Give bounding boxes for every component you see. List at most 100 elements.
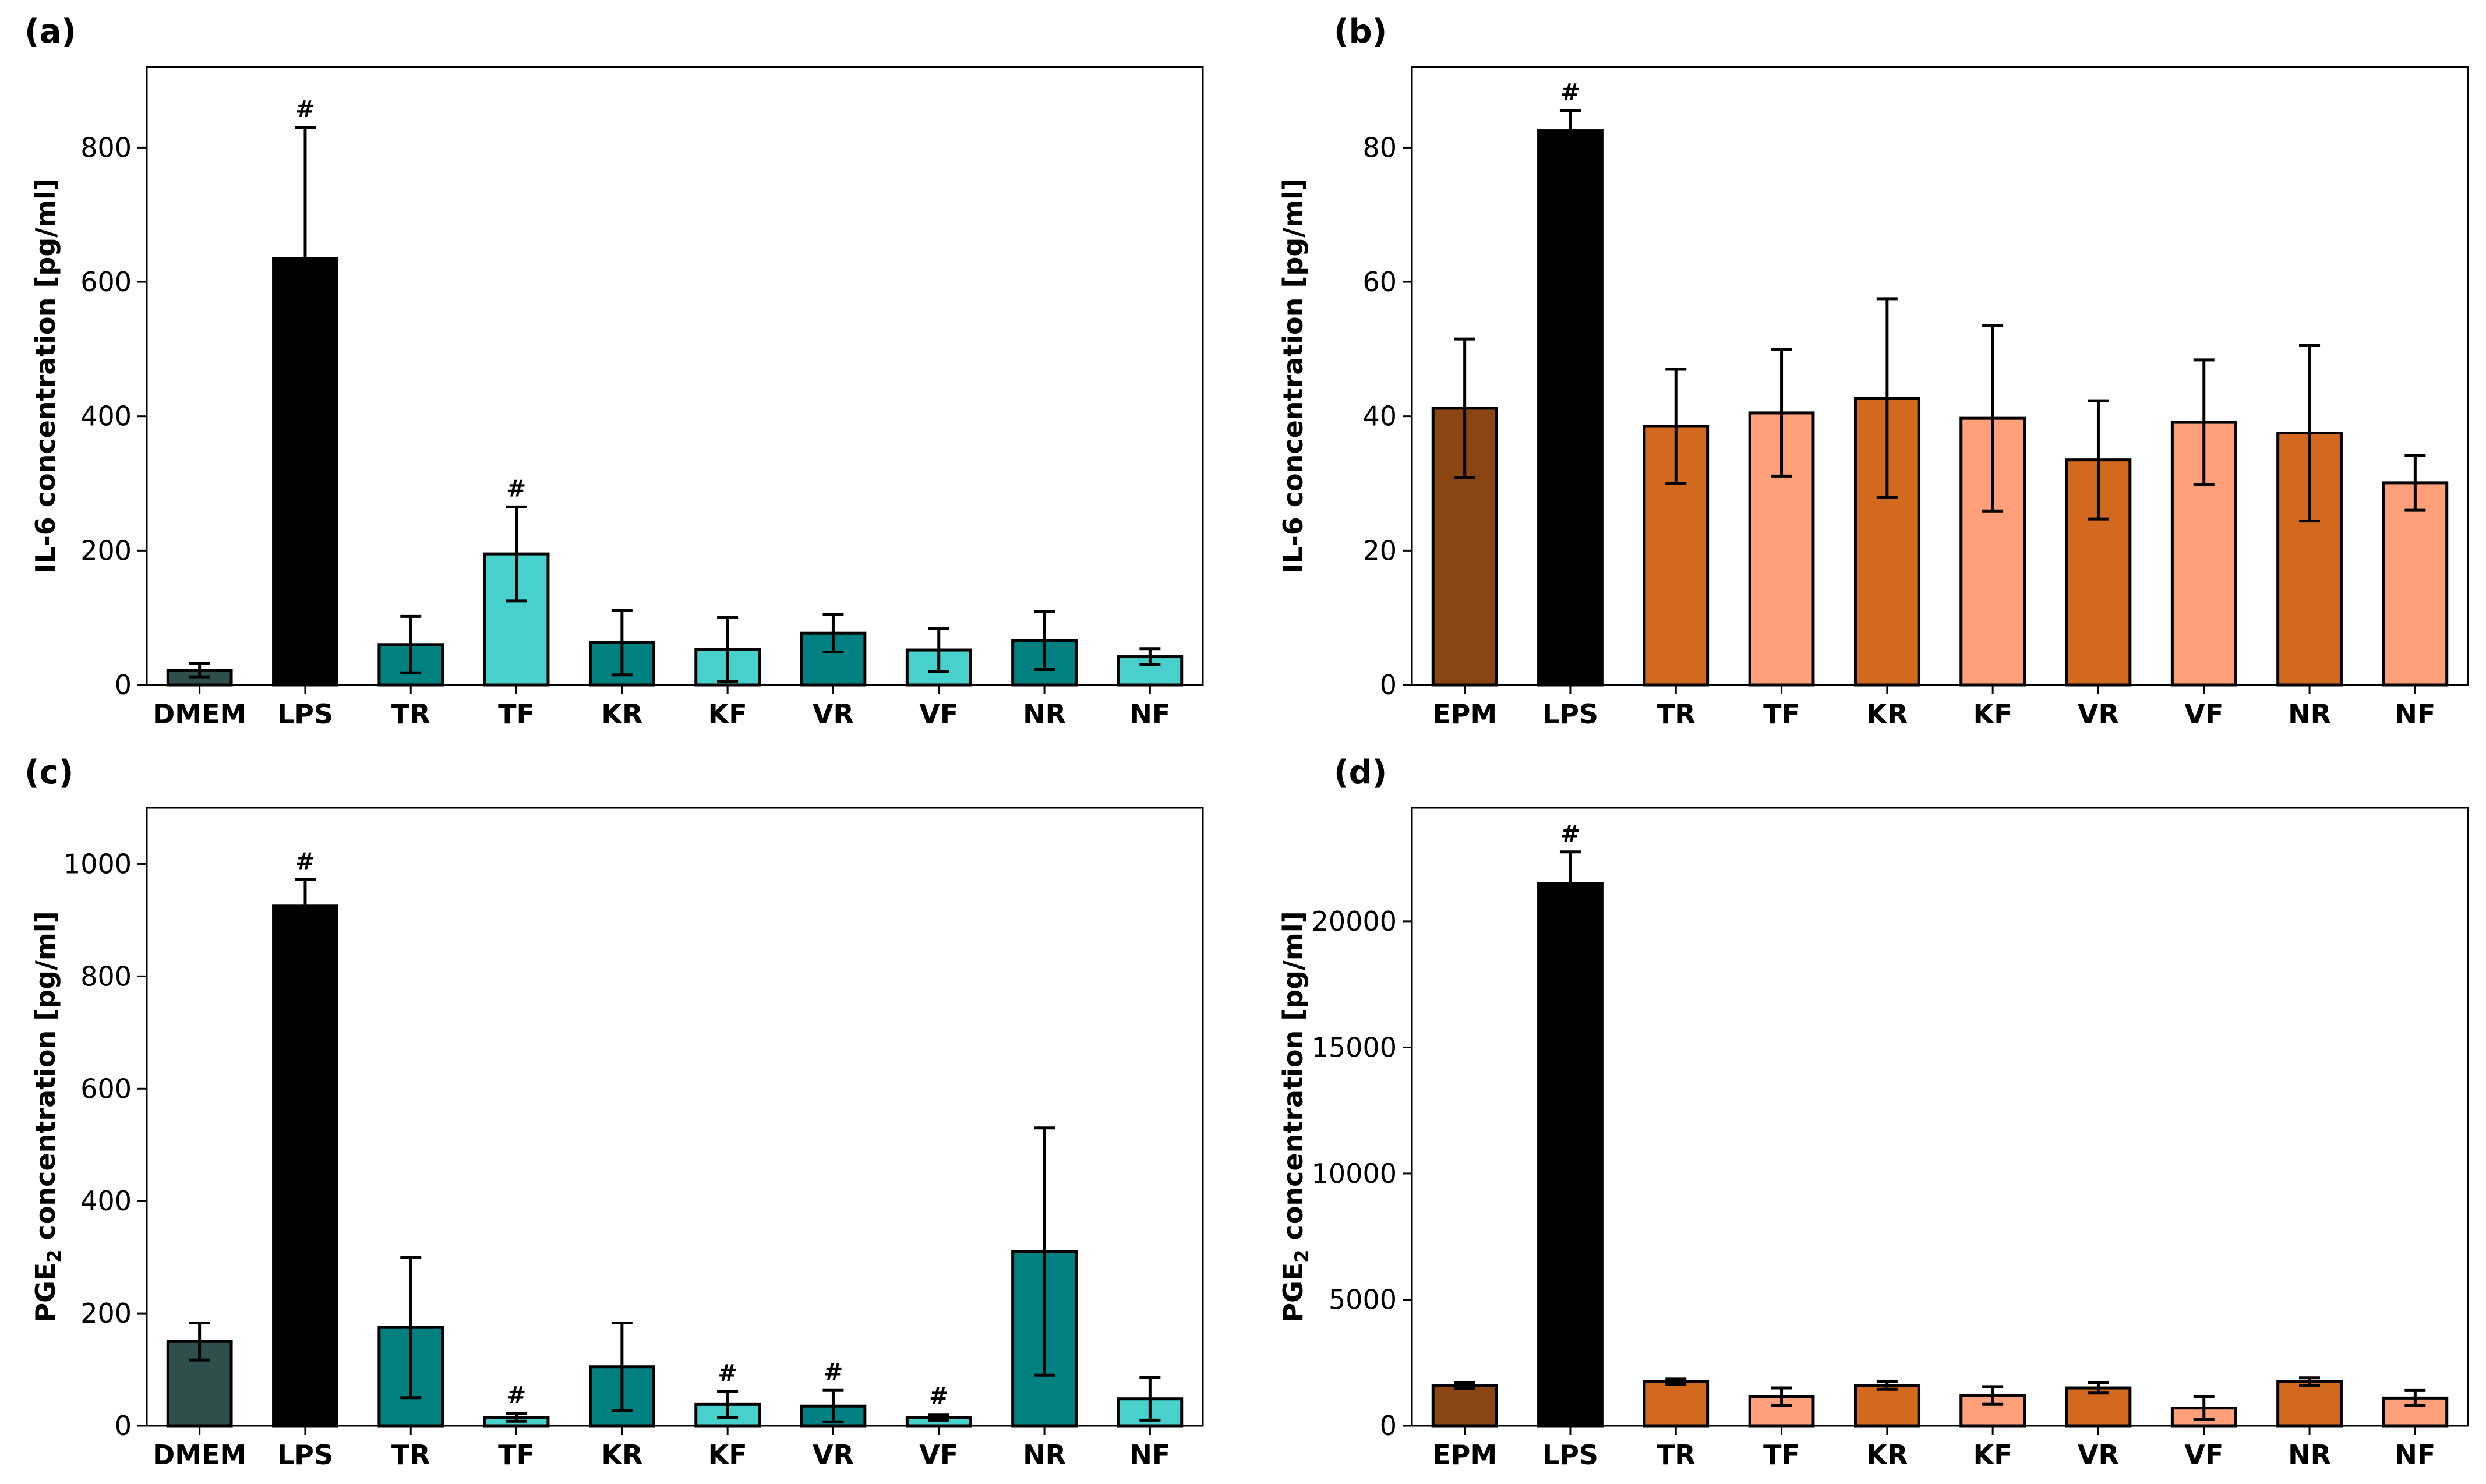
panel-label: (a) <box>24 13 76 51</box>
bar-nf <box>2382 481 2449 687</box>
x-tick-label: TR <box>1657 698 1696 730</box>
y-axis-title: IL-6 concentration [pg/ml] <box>1277 178 1309 574</box>
x-tick-label: LPS <box>277 1439 333 1471</box>
x-tick-label: LPS <box>277 698 333 730</box>
x-tick-label: TF <box>1763 1439 1800 1471</box>
significance-mark: # <box>295 96 315 123</box>
y-tick-label: 400 <box>80 401 132 432</box>
x-tick-label: VF <box>2184 698 2223 730</box>
y-axis-title-subscript: 2 <box>1291 1249 1313 1262</box>
x-tick-label: VF <box>919 698 958 730</box>
x-tick-label: KF <box>1973 1439 2012 1471</box>
y-tick-label: 10000 <box>1312 1158 1397 1189</box>
y-tick-label: 600 <box>80 1073 132 1104</box>
x-tick-label: LPS <box>1542 1439 1598 1471</box>
significance-mark: # <box>1560 821 1580 847</box>
y-axis-title: IL-6 concentration [pg/ml] <box>30 178 61 574</box>
bar-lps <box>1537 882 1604 1428</box>
y-axis-title: PGE2 concentration [pg/ml] <box>30 911 65 1322</box>
x-tick-label: NF <box>2395 1439 2435 1471</box>
y-axis-title-main: PGE <box>1277 1263 1309 1323</box>
y-axis-title-rest: concentration [pg/ml] <box>1277 911 1309 1249</box>
x-tick-label: VR <box>2078 698 2119 730</box>
y-tick-label: 200 <box>80 535 132 566</box>
y-tick-label: 600 <box>80 266 132 298</box>
x-tick-label: DMEM <box>153 1439 246 1471</box>
bar-lps <box>272 904 338 1428</box>
x-tick-label: LPS <box>1542 698 1598 730</box>
bar-kr <box>1853 1384 1920 1428</box>
bar-nr <box>2276 1380 2343 1428</box>
y-tick-label: 0 <box>1380 669 1397 701</box>
panel-b: (b) 0 20 40 60 80 IL-6 concentration [pg/ml] EP… <box>1277 13 2469 730</box>
panel-c: (c) 0 200 400 600 800 1000 PGE2 concentration [… <box>24 754 1204 1471</box>
bar-lps <box>1537 129 1604 687</box>
x-tick-label: TR <box>391 1439 430 1471</box>
significance-mark: # <box>507 475 527 502</box>
x-tick-label: EPM <box>1432 1439 1497 1471</box>
x-tick-label: NR <box>2288 698 2331 730</box>
y-axis-title-rest: concentration [pg/ml] <box>30 911 61 1249</box>
y-tick-label: 15000 <box>1312 1031 1397 1063</box>
x-tick-label: NF <box>1129 1439 1170 1471</box>
y-axis-title-subscript: 2 <box>43 1249 65 1262</box>
x-tick-label: KR <box>1866 698 1908 730</box>
significance-mark: # <box>929 1383 949 1410</box>
y-tick-label: 0 <box>1380 1410 1397 1441</box>
plot-frame <box>146 66 1204 686</box>
x-tick-label: DMEM <box>153 698 246 730</box>
bar-epm <box>1431 1384 1498 1428</box>
y-tick-label: 200 <box>80 1298 132 1329</box>
panel-label: (b) <box>1334 13 1387 51</box>
x-tick-label: TF <box>1763 698 1800 730</box>
bar-tr <box>1643 1380 1710 1428</box>
y-tick-label: 80 <box>1362 132 1397 163</box>
plot-frame <box>1411 66 2469 686</box>
x-tick-label: VR <box>813 698 854 730</box>
y-tick-label: 1000 <box>63 848 132 879</box>
x-tick-label: TR <box>391 698 430 730</box>
y-tick-label: 40 <box>1362 401 1397 432</box>
y-tick-label: 0 <box>115 1410 132 1441</box>
x-tick-label: NF <box>2395 698 2435 730</box>
x-tick-label: KR <box>601 698 642 730</box>
x-tick-label: KF <box>708 1439 747 1471</box>
x-tick-label: TF <box>498 1439 535 1471</box>
significance-mark: # <box>824 1359 843 1386</box>
plot-frame <box>146 807 1204 1427</box>
x-tick-label: VF <box>919 1439 958 1471</box>
significance-mark: # <box>718 1360 737 1387</box>
y-tick-label: 800 <box>80 132 132 163</box>
y-axis-title: PGE2 concentration [pg/ml] <box>1277 911 1313 1322</box>
panel-label: (d) <box>1334 754 1387 792</box>
x-tick-label: KF <box>708 698 747 730</box>
y-axis-title-main: PGE <box>30 1263 61 1323</box>
y-tick-label: 800 <box>80 960 132 992</box>
x-tick-label: TR <box>1657 1439 1696 1471</box>
y-tick-label: 20000 <box>1312 906 1397 937</box>
x-tick-label: NR <box>1023 698 1066 730</box>
x-tick-label: NF <box>1129 698 1170 730</box>
y-tick-label: 0 <box>115 669 132 701</box>
panel-a: (a) 0 200 400 600 800 IL-6 concentration [pg/m… <box>24 13 1204 730</box>
panel-label: (c) <box>24 754 73 792</box>
x-tick-label: KF <box>1973 698 2012 730</box>
significance-mark: # <box>507 1382 527 1409</box>
x-tick-label: KR <box>601 1439 642 1471</box>
x-tick-label: VR <box>2078 1439 2119 1471</box>
x-tick-label: NR <box>2288 1439 2331 1471</box>
x-tick-label: KR <box>1866 1439 1908 1471</box>
y-tick-label: 60 <box>1362 266 1397 298</box>
y-tick-label: 5000 <box>1329 1284 1397 1315</box>
y-tick-label: 400 <box>80 1185 132 1217</box>
x-tick-label: TF <box>498 698 535 730</box>
plot-frame <box>1411 807 2469 1427</box>
y-tick-label: 20 <box>1362 535 1397 566</box>
significance-mark: # <box>1560 79 1580 106</box>
x-tick-label: VF <box>2184 1439 2223 1471</box>
significance-mark: # <box>295 848 315 875</box>
x-tick-label: VR <box>813 1439 854 1471</box>
x-tick-label: EPM <box>1432 698 1497 730</box>
